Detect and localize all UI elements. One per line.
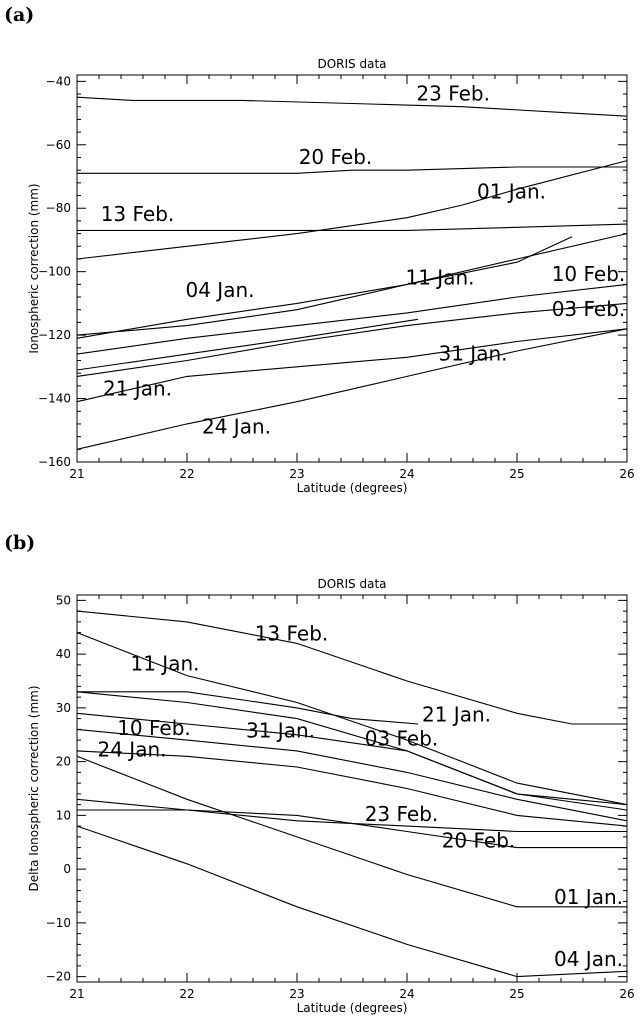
chart-b-series-line (76, 755, 627, 908)
chart-b-x-tick-label: 25 (509, 987, 524, 1001)
chart-b-y-tick-label: 40 (56, 647, 71, 661)
chart-b-series-annotation: 04 Jan. (554, 947, 623, 971)
chart-b-series-line (76, 712, 628, 811)
chart-a-series-annotation: 24 Jan. (202, 414, 271, 438)
chart-a-y-tick-label: −60 (46, 138, 71, 152)
chart-a: DORIS data 21 22 23 24 25 26 −160 −140 −120 −100 −8… (27, 57, 635, 495)
chart-a-x-tick-label: 25 (509, 467, 524, 481)
chart-b-y-tick-label: 10 (56, 808, 71, 822)
chart-b-x-tick-label: 23 (289, 987, 304, 1001)
chart-a-series-line (76, 328, 628, 403)
chart-b: DORIS data 21 22 23 24 25 26 −20 −10 0 10 20 30 40 50 L… (27, 577, 635, 1015)
chart-b-series-annotation: 24 Jan. (98, 737, 167, 761)
chart-b-series-line (77, 809, 627, 849)
panel-label-a: (a) (4, 4, 35, 26)
chart-a-x-tick-label: 24 (399, 467, 414, 481)
chart-a-series-line (76, 233, 628, 336)
chart-b-series-line (76, 750, 628, 827)
chart-a-series-annotation: 01 Jan. (477, 180, 546, 204)
chart-a-y-tick-label: −80 (46, 201, 71, 215)
chart-b-y-axis-label: Delta Ionospheric correction (mm) (27, 685, 41, 891)
chart-a-series-line (76, 318, 419, 371)
chart-b-x-axis-label: Latitude (degrees) (297, 1001, 408, 1015)
chart-b-series-annotation: 10 Feb. (117, 716, 191, 740)
chart-b-series-annotation: 31 Jan. (246, 718, 315, 742)
chart-b-series-annotation: 03 Feb. (365, 727, 439, 751)
chart-a-series-annotation: 21 Jan. (103, 376, 172, 400)
chart-b-series-annotation: 20 Feb. (442, 829, 516, 853)
chart-a-y-tick-label: −40 (46, 74, 71, 88)
chart-b-x-tick-label: 26 (619, 987, 634, 1001)
chart-b-series-annotation: 23 Feb. (365, 802, 439, 826)
chart-a-series-annotation: 13 Feb. (101, 202, 175, 226)
chart-a-series-line (76, 328, 628, 450)
chart-a-series-line (77, 223, 628, 231)
chart-b-y-tick-label: −20 (46, 970, 71, 984)
chart-a-y-tick-label: −100 (38, 265, 71, 279)
chart-b-series-line (76, 728, 628, 822)
chart-a-y-tick-label: −140 (38, 392, 71, 406)
chart-b-y-tick-label: −10 (46, 916, 71, 930)
chart-a-series-line (76, 236, 573, 339)
chart-b-y-tick-label: 50 (56, 593, 71, 607)
chart-a-y-tick-label: −160 (38, 455, 71, 469)
chart-a-y-axis-label: Ionospheric correction (mm) (27, 183, 41, 353)
chart-b-series-line (76, 632, 628, 806)
chart-b-y-tick-label: 20 (56, 755, 71, 769)
chart-a-series-annotation: 10 Feb. (552, 262, 626, 286)
chart-b-series-line (77, 691, 419, 725)
chart-b-series-line (76, 610, 627, 725)
chart-b-series-annotation: 21 Jan. (422, 702, 491, 726)
chart-a-series-annotation: 03 Feb. (552, 297, 626, 321)
chart-b-series-line (76, 825, 628, 978)
chart-b-y-tick-label: 0 (63, 862, 71, 876)
chart-a-series-annotation: 11 Jan. (406, 265, 475, 289)
chart-a-series-line (76, 302, 628, 377)
chart-b-y-tick-label: 30 (56, 701, 71, 715)
panel-label-b: (b) (4, 532, 36, 554)
chart-b-series-annotation: 11 Jan. (131, 651, 200, 675)
chart-b-series-line (76, 691, 628, 806)
chart-a-series-annotation: 31 Jan. (439, 341, 508, 365)
chart-a-series-line (76, 96, 628, 117)
chart-b-x-tick-label: 22 (179, 987, 194, 1001)
chart-a-x-tick-label: 21 (69, 467, 84, 481)
chart-a-series-annotation: 20 Feb. (299, 145, 373, 169)
chart-a-series-annotation: 04 Jan. (186, 278, 255, 302)
chart-a-title: DORIS data (317, 57, 386, 71)
chart-a-series-annotation: 23 Feb. (416, 81, 490, 105)
chart-a-series-line (76, 283, 628, 355)
chart-a-series-line (77, 166, 627, 174)
chart-a-x-tick-label: 22 (179, 467, 194, 481)
chart-b-series-annotation: 13 Feb. (255, 622, 329, 646)
chart-b-title: DORIS data (317, 577, 386, 591)
chart-b-series-annotation: 01 Jan. (554, 885, 623, 909)
chart-a-series-line (76, 160, 628, 260)
chart-a-y-tick-label: −120 (38, 328, 71, 342)
chart-a-x-tick-label: 26 (619, 467, 634, 481)
chart-a-x-axis-label: Latitude (degrees) (297, 481, 408, 495)
chart-b-plot-frame (76, 594, 628, 983)
chart-a-x-tick-label: 23 (289, 467, 304, 481)
chart-b-x-tick-label: 24 (399, 987, 414, 1001)
chart-a-plot-frame (76, 74, 628, 463)
chart-b-x-tick-label: 21 (69, 987, 84, 1001)
